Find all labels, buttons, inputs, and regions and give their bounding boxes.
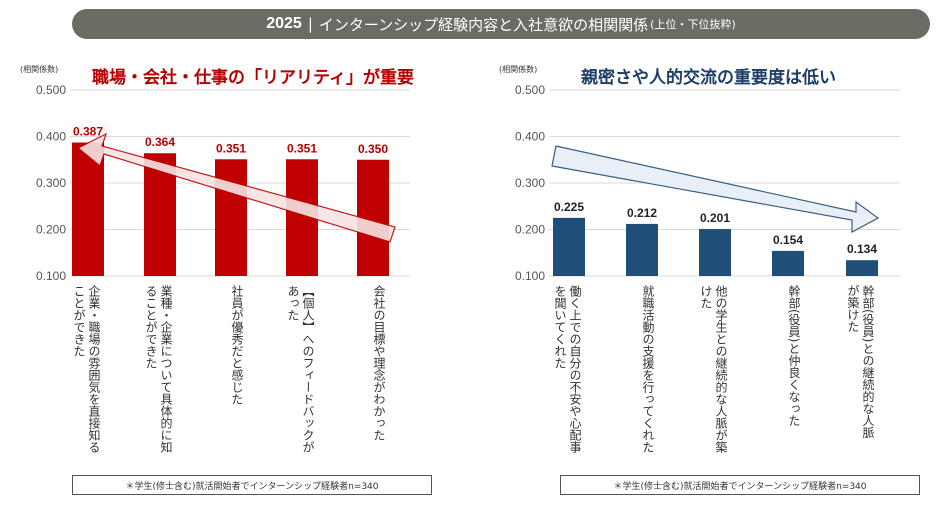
right-category-label: 他の学生との継続的な人脈が築けた [699, 285, 728, 453]
left-category-label: 企業・職場の雰囲気を直接知ることができた [72, 284, 101, 453]
header-separator: | [307, 15, 313, 33]
right-y-axis-label: (相関係数) [499, 65, 538, 74]
left-chart-title: 職場・会社・仕事の「リアリティ」が重要 [92, 68, 414, 88]
left-y-axis-label: (相関係数) [20, 65, 59, 74]
right-bar [772, 250, 804, 276]
right-footnote: ＊学生(修士含む)就活開始者でインターンシップ経験者n=340 [560, 475, 920, 495]
right-value-label: 0.201 [700, 211, 730, 225]
left-y-tick-label: 0.400 [36, 130, 66, 144]
left-y-tick-label: 0.300 [36, 176, 66, 190]
right-value-label: 0.134 [847, 242, 877, 256]
right-category-label: 就職活動の支援を行ってくれた [641, 285, 655, 453]
header-year: 2025 [266, 15, 302, 32]
right-value-label: 0.212 [627, 206, 657, 220]
right-category-label: 働く上での自分の不安や心配事を聞いてくれた [553, 285, 582, 453]
right-y-tick-label: 0.400 [515, 130, 545, 144]
left-y-tick-label: 0.500 [36, 83, 66, 97]
right-y-tick-label: 0.300 [515, 176, 545, 190]
right-chart-title: 親密さや人的交流の重要度は低い [581, 68, 836, 88]
right-bar [626, 223, 658, 276]
right-bar [699, 229, 731, 276]
right-y-tick-label: 0.100 [515, 269, 545, 283]
right-category-label: 幹部(役員)との継続的な人脈が築けた [846, 284, 875, 439]
left-footnote: ＊学生(修士含む)就活開始者でインターンシップ経験者n=340 [72, 475, 432, 495]
left-y-tick-label: 0.100 [36, 269, 66, 283]
header-bar: 2025 | インターンシップ経験内容と入社意欲の相関関係 (上位・下位抜粋) [72, 9, 930, 39]
right-category-label: 幹部(役員)と仲良くなった [787, 284, 801, 427]
left-category-label: 業種・企業について具体的に知ることができた [144, 285, 173, 454]
left-value-label: 0.351 [216, 141, 246, 155]
left-category-label: 【個人】へのフィードバックがあった [286, 285, 315, 453]
header-title: インターンシップ経験内容と入社意欲の相関関係 [318, 15, 649, 34]
right-y-tick-label: 0.200 [515, 223, 545, 237]
left-category-label: 社員が優秀だと感じた [230, 284, 244, 405]
right-bar [553, 217, 585, 276]
left-category-label: 会社の目標や理念がわかった [372, 285, 386, 441]
left-value-label: 0.350 [358, 142, 388, 156]
left-value-label: 0.364 [145, 135, 175, 149]
header-subtitle: (上位・下位抜粋) [650, 18, 736, 31]
left-y-tick-label: 0.200 [36, 223, 66, 237]
right-bar [846, 260, 878, 276]
left-value-label: 0.351 [287, 141, 317, 155]
right-trend-arrow [551, 145, 880, 234]
right-value-label: 0.225 [554, 200, 584, 214]
left-trend-arrow [76, 132, 396, 243]
left-value-label: 0.387 [73, 125, 103, 139]
right-value-label: 0.154 [773, 233, 803, 247]
left-bar [215, 159, 247, 276]
right-y-tick-label: 0.500 [515, 83, 545, 97]
